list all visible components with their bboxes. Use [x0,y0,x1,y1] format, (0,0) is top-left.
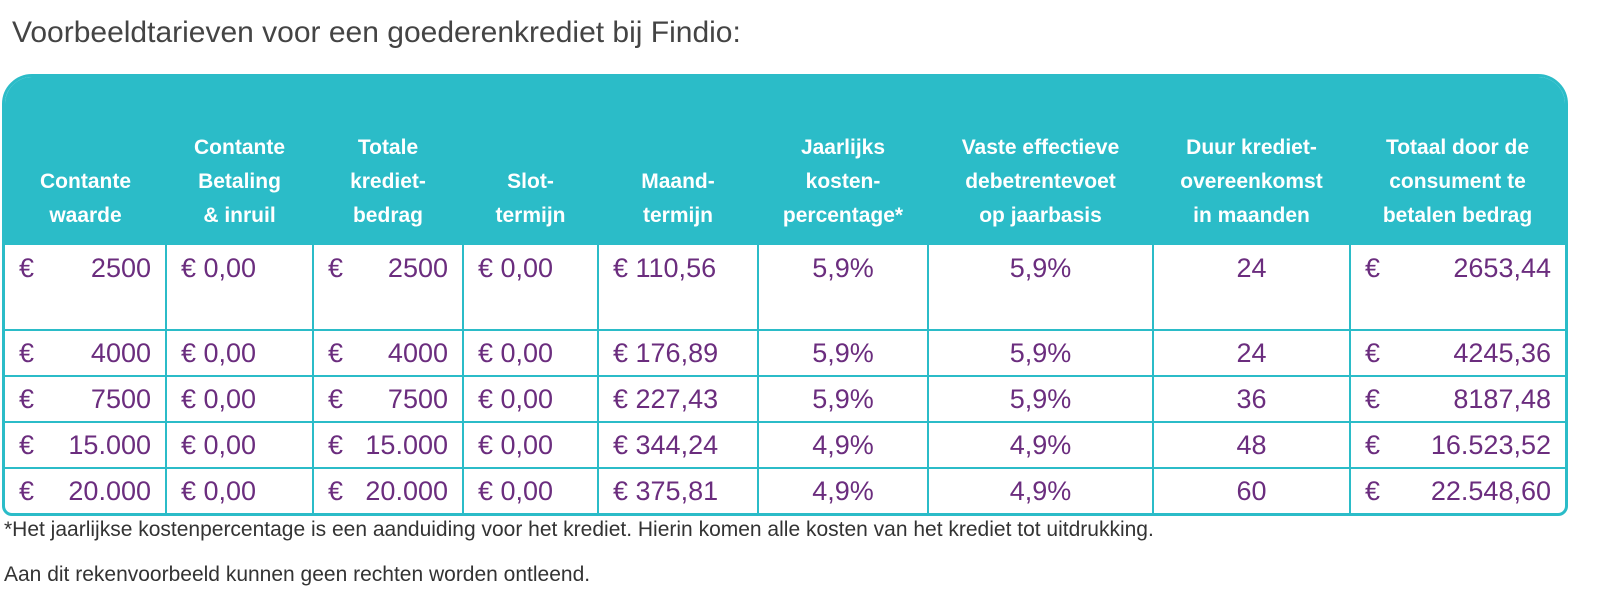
table-cell: 4,9% [927,421,1154,469]
table-cell: € 4000 [5,329,167,377]
table-cell: € 2500 [5,245,167,331]
table-cell: € 4245,36 [1349,329,1565,377]
table-cell: € 0,00 [165,467,314,513]
table-cell: 5,9% [757,245,929,331]
table-body: € 2500 € 0,00 € 2500 € 0,00 € 110,56 5,9% 5,9%… [5,245,1565,513]
table-row: € 15.000 € 0,00 € 15.000 € 0,00 € 344,24 4,9%… [5,421,1565,469]
footnote: *Het jaarlijkse kostenpercentage is een … [4,518,1154,541]
table-cell: € 0,00 [462,245,599,331]
table-cell: 5,9% [757,375,929,423]
table-cell: € 15.000 [312,421,464,469]
table-cell: € 0,00 [165,329,314,377]
column-header: Totaal door de consument te betalen bedr… [1350,77,1565,245]
table-cell: € 7500 [312,375,464,423]
table-row: € 2500 € 0,00 € 2500 € 0,00 € 110,56 5,9% 5,9%… [5,245,1565,331]
table-cell: € 0,00 [462,375,599,423]
table-cell: € 20.000 [312,467,464,513]
table-cell: € 4000 [312,329,464,377]
column-header: Contante Betaling & inruil [166,77,313,245]
table-cell: € 110,56 [597,245,759,331]
table-cell: € 7500 [5,375,167,423]
table-cell: € 344,24 [597,421,759,469]
table-cell: 24 [1152,245,1351,331]
table-cell: € 20.000 [5,467,167,513]
table-cell: € 2500 [312,245,464,331]
column-header: Vaste effectieve debetrentevoet op jaarb… [928,77,1153,245]
table-cell: € 375,81 [597,467,759,513]
table-cell: € 16.523,52 [1349,421,1565,469]
table-cell: 4,9% [927,467,1154,513]
table-row: € 20.000 € 0,00 € 20.000 € 0,00 € 375,81 4,9%… [5,467,1565,513]
table-cell: 36 [1152,375,1351,423]
table-cell: € 0,00 [462,421,599,469]
column-header: Jaarlijks kosten- percentage* [758,77,928,245]
table-cell: € 0,00 [462,467,599,513]
rate-table: Contante waarde Contante Betaling & inrui… [2,74,1568,516]
table-cell: 24 [1152,329,1351,377]
column-header: Maand- termijn [598,77,758,245]
column-header: Slot- termijn [463,77,598,245]
table-row: € 4000 € 0,00 € 4000 € 0,00 € 176,89 5,9% 5,9%… [5,329,1565,377]
column-header: Totale krediet- bedrag [313,77,463,245]
table-row: € 7500 € 0,00 € 7500 € 0,00 € 227,43 5,9% 5,9%… [5,375,1565,423]
column-header: Duur krediet- overeenkomst in maanden [1153,77,1350,245]
table-cell: € 227,43 [597,375,759,423]
table-cell: € 8187,48 [1349,375,1565,423]
table: Contante waarde Contante Betaling & inrui… [5,77,1565,513]
table-cell: 48 [1152,421,1351,469]
table-cell: € 0,00 [462,329,599,377]
table-cell: 5,9% [927,329,1154,377]
table-cell: € 0,00 [165,421,314,469]
table-cell: 5,9% [757,329,929,377]
table-cell: € 15.000 [5,421,167,469]
table-cell: € 2653,44 [1349,245,1565,331]
table-cell: 60 [1152,467,1351,513]
table-cell: 5,9% [927,375,1154,423]
title: Voorbeeldtarieven voor een goederenkredi… [12,16,741,49]
table-cell: € 22.548,60 [1349,467,1565,513]
table-cell: 5,9% [927,245,1154,331]
table-cell: € 0,00 [165,245,314,331]
table-cell: € 0,00 [165,375,314,423]
column-header: Contante waarde [5,77,166,245]
table-cell: 4,9% [757,467,929,513]
table-cell: 4,9% [757,421,929,469]
footnote: Aan dit rekenvoorbeeld kunnen geen recht… [4,563,591,586]
table-cell: € 176,89 [597,329,759,377]
header-row: Contante waarde Contante Betaling & inrui… [5,77,1565,245]
